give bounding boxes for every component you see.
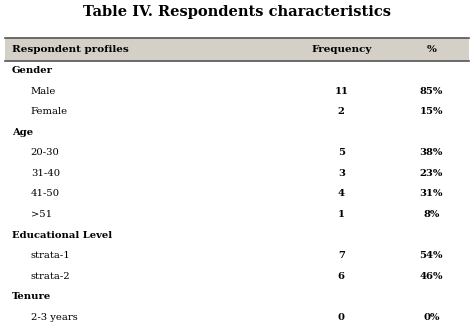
- Text: 2: 2: [338, 107, 345, 117]
- Text: strata-1: strata-1: [31, 251, 71, 260]
- Text: >51: >51: [31, 210, 52, 219]
- Text: 41-50: 41-50: [31, 189, 60, 199]
- Text: Table IV. Respondents characteristics: Table IV. Respondents characteristics: [83, 5, 391, 19]
- Text: 3: 3: [338, 169, 345, 178]
- Text: 1: 1: [338, 210, 345, 219]
- Text: 85%: 85%: [419, 87, 443, 96]
- Text: Gender: Gender: [12, 66, 53, 75]
- Text: 31-40: 31-40: [31, 169, 60, 178]
- Bar: [5, 38, 469, 61]
- Text: %: %: [427, 45, 436, 54]
- Text: strata-2: strata-2: [31, 271, 71, 281]
- Text: 38%: 38%: [419, 148, 443, 158]
- Text: 54%: 54%: [419, 251, 443, 260]
- Text: Frequency: Frequency: [311, 45, 372, 54]
- Text: 0%: 0%: [423, 312, 439, 322]
- Text: 23%: 23%: [419, 169, 443, 178]
- Text: 5: 5: [338, 148, 345, 158]
- Text: Respondent profiles: Respondent profiles: [12, 45, 128, 54]
- Text: Male: Male: [31, 87, 56, 96]
- Text: Female: Female: [31, 107, 68, 117]
- Text: 8%: 8%: [423, 210, 439, 219]
- Text: Age: Age: [12, 128, 33, 137]
- Text: 7: 7: [338, 251, 345, 260]
- Text: 2-3 years: 2-3 years: [31, 312, 78, 322]
- Text: 4: 4: [338, 189, 345, 199]
- Text: 31%: 31%: [419, 189, 443, 199]
- Text: 11: 11: [334, 87, 348, 96]
- Text: 15%: 15%: [419, 107, 443, 117]
- Text: 20-30: 20-30: [31, 148, 60, 158]
- Text: Tenure: Tenure: [12, 292, 51, 301]
- Text: Educational Level: Educational Level: [12, 230, 112, 240]
- Text: 6: 6: [338, 271, 345, 281]
- Text: 0: 0: [338, 312, 345, 322]
- Text: 46%: 46%: [419, 271, 443, 281]
